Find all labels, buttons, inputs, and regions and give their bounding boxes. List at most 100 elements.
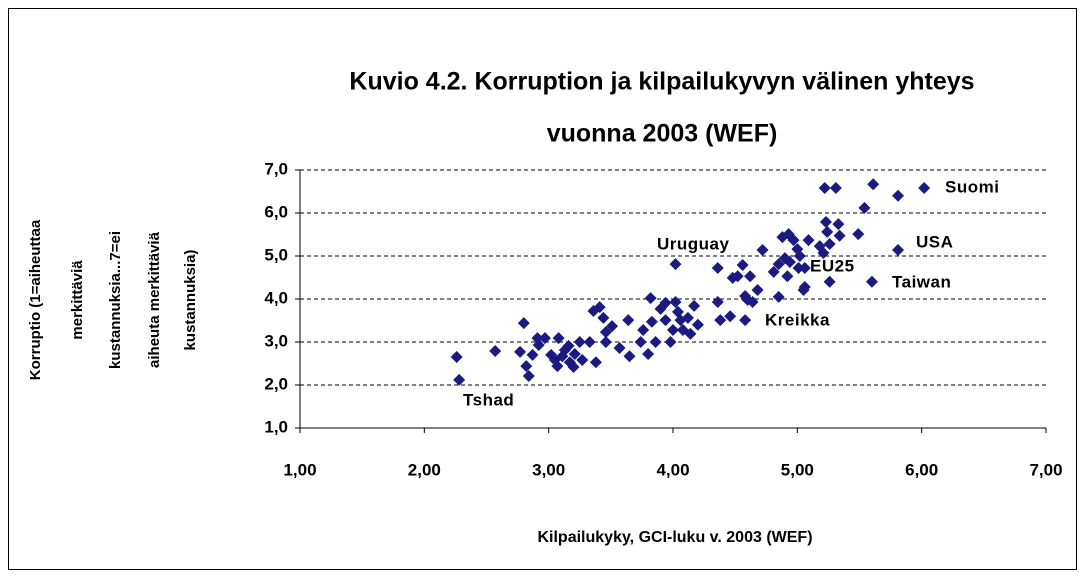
- point: [684, 327, 697, 340]
- point: [644, 292, 657, 305]
- x-tick-label: 4,00: [656, 460, 689, 479]
- x-tick-label: 6,00: [905, 460, 938, 479]
- point: [724, 310, 737, 323]
- annotation: Suomi: [945, 177, 999, 196]
- point: [681, 311, 694, 324]
- point: [829, 182, 842, 195]
- point: [583, 336, 596, 348]
- x-tick-label: 2,00: [408, 460, 441, 479]
- point: [772, 290, 785, 303]
- x-tick-label: 7,00: [1029, 460, 1062, 479]
- point: [634, 336, 647, 348]
- y-tick-label: 1,0: [264, 417, 288, 436]
- y-tick-label: 7,0: [264, 159, 288, 178]
- point: [450, 351, 463, 364]
- point: [731, 270, 744, 283]
- point: [751, 283, 764, 296]
- point: [532, 339, 545, 352]
- point: [453, 373, 466, 386]
- point: [736, 259, 749, 272]
- point: [767, 265, 780, 278]
- y-tick-label: 4,0: [264, 288, 288, 307]
- y-axis-label: aiheuta merkittäviä: [146, 231, 163, 368]
- point: [669, 258, 682, 271]
- point: [664, 336, 677, 348]
- point: [597, 311, 610, 324]
- point: [823, 237, 836, 250]
- y-axis-label: Korruptio (1=aiheuttaa: [27, 219, 44, 380]
- point: [691, 318, 704, 331]
- point: [538, 332, 551, 345]
- point: [589, 356, 602, 369]
- point: [659, 314, 672, 327]
- annotation: USA: [916, 232, 953, 251]
- point: [781, 270, 794, 283]
- point: [637, 323, 650, 336]
- point: [645, 315, 658, 328]
- annotation: Uruguay: [657, 234, 730, 253]
- point: [817, 246, 830, 259]
- point: [669, 296, 682, 309]
- y-axis-label: kustannuksia): [182, 250, 199, 351]
- annotation: Kreikka: [765, 310, 830, 329]
- point: [793, 250, 806, 262]
- point: [783, 256, 796, 269]
- point: [659, 296, 672, 309]
- point: [622, 314, 635, 327]
- point: [833, 229, 846, 242]
- point: [649, 336, 662, 348]
- point: [714, 314, 727, 327]
- point: [832, 218, 845, 231]
- point: [552, 332, 565, 345]
- point: [562, 339, 575, 352]
- point: [798, 262, 811, 275]
- point: [858, 201, 871, 214]
- y-tick-label: 3,0: [264, 331, 288, 350]
- annotation: EU25: [810, 256, 855, 275]
- point: [711, 262, 724, 275]
- point: [756, 243, 769, 256]
- annotation: Tshad: [463, 390, 514, 409]
- point: [567, 360, 580, 373]
- point: [823, 275, 836, 288]
- point: [573, 336, 586, 348]
- point: [568, 348, 581, 361]
- y-tick-label: 5,0: [264, 245, 288, 264]
- point: [642, 348, 655, 361]
- point: [520, 360, 533, 373]
- x-tick-label: 1,00: [283, 460, 316, 479]
- point: [798, 280, 811, 293]
- chart-title: vuonna 2003 (WEF): [547, 120, 778, 148]
- point: [613, 342, 626, 355]
- point: [802, 234, 815, 247]
- annotation: Taiwan: [892, 272, 951, 291]
- point: [892, 243, 905, 256]
- point: [787, 234, 800, 247]
- chart-title: Kuvio 4.2. Korruption ja kilpailukyvyn v…: [349, 68, 974, 96]
- point: [867, 178, 880, 191]
- point: [489, 345, 502, 358]
- x-axis-label: Kilpailukyky, GCI-luku v. 2003 (WEF): [537, 529, 812, 546]
- point: [818, 182, 831, 195]
- point: [688, 299, 701, 312]
- point: [599, 326, 612, 339]
- point: [522, 369, 535, 382]
- point: [667, 323, 679, 336]
- point: [746, 296, 759, 309]
- point: [772, 258, 785, 271]
- point: [792, 262, 805, 275]
- y-axis-label: merkittäviä: [69, 260, 86, 340]
- y-axis-label: kustannuksia...7=ei: [107, 231, 124, 369]
- x-tick-label: 3,00: [532, 460, 565, 479]
- point: [551, 360, 564, 373]
- point: [576, 354, 589, 367]
- point: [514, 345, 527, 358]
- point: [517, 317, 530, 330]
- point: [918, 182, 931, 195]
- x-tick-label: 5,00: [781, 460, 814, 479]
- point: [623, 350, 636, 363]
- point: [599, 336, 612, 348]
- point: [865, 275, 878, 288]
- point: [593, 301, 606, 314]
